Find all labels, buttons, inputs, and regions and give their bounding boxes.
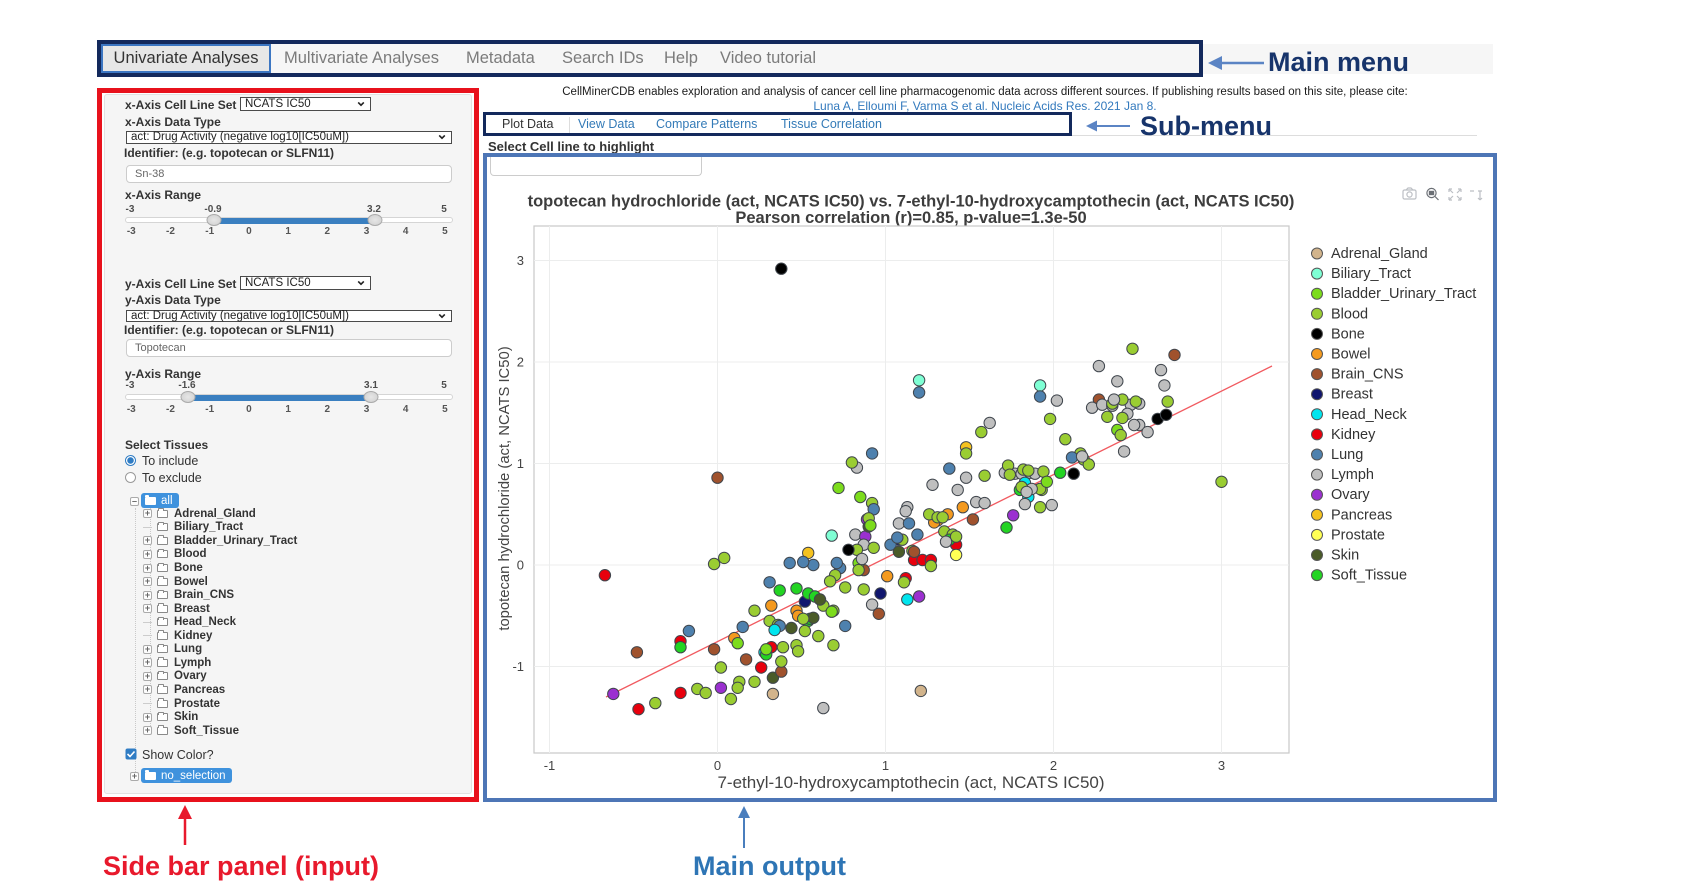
svg-text:-1: -1 xyxy=(544,758,556,773)
svg-text:Breast: Breast xyxy=(1331,387,1373,403)
svg-text:-1: -1 xyxy=(512,659,524,674)
svg-text:Blood: Blood xyxy=(1331,306,1368,322)
svg-text:Bowel: Bowel xyxy=(1331,347,1371,363)
svg-text:topotecan hydrochloride (act,: topotecan hydrochloride (act, NCATS IC50… xyxy=(528,193,1295,211)
svg-text:Bone: Bone xyxy=(1331,326,1365,342)
svg-text:Kidney: Kidney xyxy=(1331,427,1376,443)
svg-text:2: 2 xyxy=(517,355,524,370)
svg-text:Pearson correlation (r)=0.85,: Pearson correlation (r)=0.85, p-value=1.… xyxy=(735,209,1086,227)
svg-text:Skin: Skin xyxy=(1331,548,1359,564)
svg-text:Prostate: Prostate xyxy=(1331,527,1385,543)
svg-text:topotecan hydrochloride (act,: topotecan hydrochloride (act, NCATS IC50… xyxy=(497,346,513,630)
svg-text:2: 2 xyxy=(1050,758,1057,773)
svg-text:1: 1 xyxy=(882,758,889,773)
svg-text:Lymph: Lymph xyxy=(1331,467,1374,483)
svg-text:1: 1 xyxy=(517,456,524,471)
svg-text:Adrenal_Gland: Adrenal_Gland xyxy=(1331,246,1428,262)
svg-text:7-ethyl-10-hydroxycamptothecin: 7-ethyl-10-hydroxycamptothecin (act, NCA… xyxy=(717,773,1104,792)
svg-text:0: 0 xyxy=(714,758,721,773)
svg-text:Head_Neck: Head_Neck xyxy=(1331,407,1408,423)
svg-text:Brain_CNS: Brain_CNS xyxy=(1331,367,1404,383)
svg-text:Biliary_Tract: Biliary_Tract xyxy=(1331,266,1411,282)
svg-text:0: 0 xyxy=(517,558,524,573)
svg-text:Pancreas: Pancreas xyxy=(1331,507,1392,523)
svg-text:3: 3 xyxy=(517,253,524,268)
svg-text:Soft_Tissue: Soft_Tissue xyxy=(1331,568,1407,584)
svg-text:Bladder_Urinary_Tract: Bladder_Urinary_Tract xyxy=(1331,286,1476,302)
svg-text:Ovary: Ovary xyxy=(1331,487,1370,503)
svg-text:3: 3 xyxy=(1218,758,1225,773)
svg-text:Lung: Lung xyxy=(1331,447,1363,463)
